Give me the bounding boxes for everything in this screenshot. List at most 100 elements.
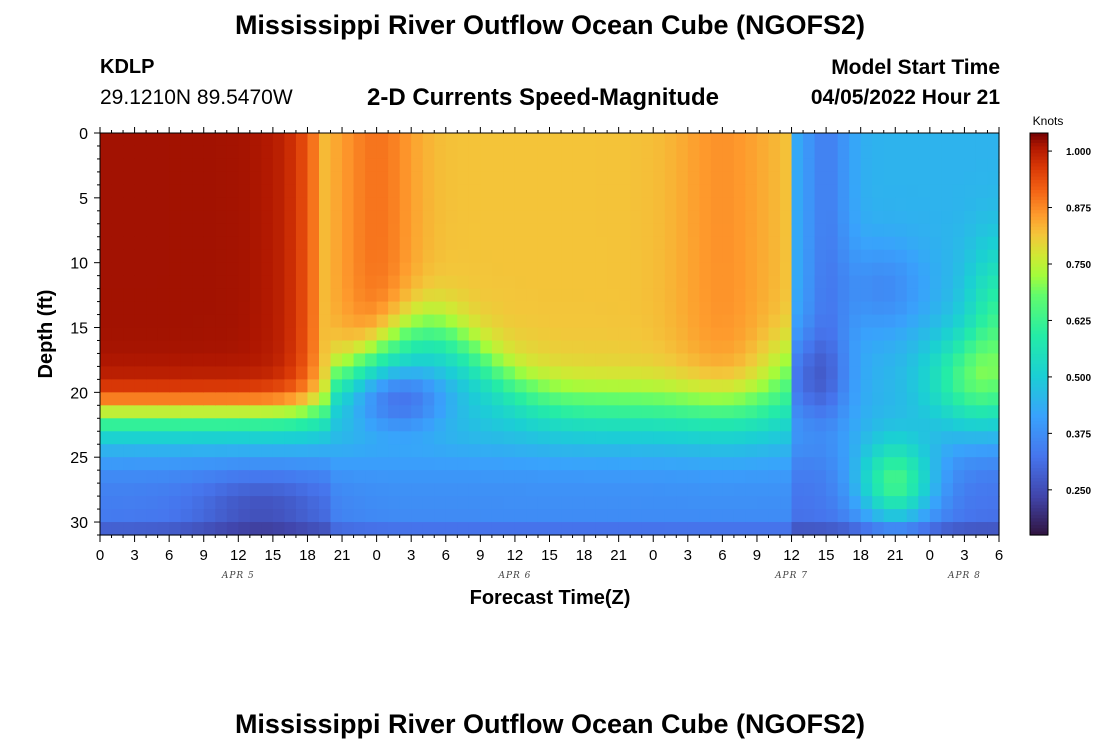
heatmap-cell [756,171,770,186]
heatmap-cell [123,418,136,432]
heatmap-cell [295,418,309,432]
heatmap-cell [561,392,574,406]
x-tick-label: 21 [610,547,627,564]
heatmap-cell [964,509,977,523]
heatmap-cell [595,236,608,251]
heatmap-cell [330,522,343,536]
heatmap-cell [941,522,954,536]
heatmap-cell [249,223,262,238]
heatmap-cell [514,197,528,212]
heatmap-cell [203,418,216,432]
heatmap-cell [365,509,378,523]
heatmap-cell [180,210,193,225]
heatmap-cell [353,353,366,368]
heatmap-cell [653,249,666,264]
heatmap-cell [399,327,412,342]
heatmap-cell [514,171,528,186]
heatmap-cell [342,496,355,510]
heatmap-cell [653,379,666,393]
heatmap-cell [618,249,631,264]
colorbar-swatch [1030,511,1048,516]
heatmap-cell [146,392,159,406]
heatmap-cell [180,418,193,432]
heatmap-cell [964,483,977,497]
heatmap-cell [111,314,124,329]
heatmap-cell [895,418,908,432]
heatmap-cell [457,496,470,510]
heatmap-cell [399,405,412,419]
heatmap-cell [607,314,620,329]
heatmap-cell [561,158,574,173]
heatmap-cell [641,275,654,290]
heatmap-cell [111,223,124,238]
heatmap-cell [215,366,228,380]
heatmap-cell [411,340,424,355]
heatmap-cell [180,431,193,445]
heatmap-cell [561,249,574,264]
heatmap-cell [123,236,136,251]
heatmap-cell [618,262,631,277]
heatmap-cell [203,379,216,393]
heatmap-cell [607,145,620,160]
heatmap-cell [526,522,539,536]
heatmap-cell [607,249,620,264]
heatmap-cell [399,223,412,238]
heatmap-cell [745,314,758,329]
heatmap-cell [100,470,113,484]
heatmap-cell [929,431,942,445]
heatmap-cell [872,145,885,160]
heatmap-cell [595,431,608,445]
heatmap-cell [952,158,966,173]
heatmap-cell [895,236,908,251]
heatmap-cell [365,379,378,393]
heatmap-cell [434,236,447,251]
heatmap-cell [318,392,332,406]
heatmap-cell [561,236,574,251]
heatmap-cell [895,340,908,355]
heatmap-cell [872,509,885,523]
heatmap-cell [180,457,193,471]
heatmap-cell [445,197,458,212]
heatmap-cell [480,418,493,432]
heatmap-cell [226,470,239,484]
heatmap-cell [722,418,735,432]
heatmap-cell [664,314,677,329]
heatmap-cell [964,133,977,147]
heatmap-cell [745,444,758,458]
heatmap-cell [480,405,493,419]
heatmap-cell [353,327,366,342]
heatmap-cell [630,275,643,290]
heatmap-cell [169,158,182,173]
heatmap-cell [745,275,758,290]
heatmap-cell [318,223,332,238]
heatmap-cell [295,405,309,419]
heatmap-cell [883,405,896,419]
colorbar-tick-label: 0.625 [1066,316,1091,327]
heatmap-cell [330,327,343,342]
heatmap-cell [849,327,862,342]
heatmap-cell [975,379,989,393]
heatmap-cell [226,171,239,186]
heatmap-cell [607,158,620,173]
heatmap-cell [249,288,262,303]
heatmap-cell [803,496,816,510]
heatmap-cell [549,262,562,277]
heatmap-cell [238,171,251,186]
heatmap-cell [803,470,816,484]
heatmap-cell [849,470,862,484]
heatmap-cell [342,522,355,536]
heatmap-cell [584,444,597,458]
heatmap-cell [791,171,804,186]
heatmap-cell [272,522,286,536]
heatmap-cell [295,470,309,484]
heatmap-cell [745,210,758,225]
heatmap-cell [146,314,159,329]
heatmap-cell [537,496,551,510]
colorbar-swatch [1030,414,1048,419]
heatmap-cell [975,353,989,368]
colorbar-swatch [1030,200,1048,204]
heatmap-cell [457,249,470,264]
colorbar-swatch [1030,521,1048,526]
heatmap-cell [422,262,435,277]
heatmap-cell [146,223,159,238]
